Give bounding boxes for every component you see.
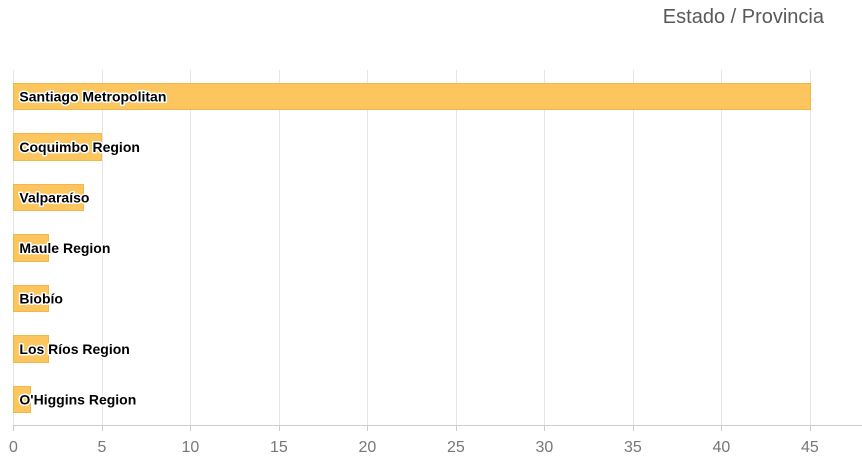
svg-text:Coquimbo Region: Coquimbo Region <box>19 139 140 155</box>
svg-text:Biobío: Biobío <box>19 290 63 306</box>
svg-text:Los Ríos Region: Los Ríos Region <box>19 341 129 357</box>
svg-text:Santiago Metropolitan: Santiago Metropolitan <box>19 88 166 104</box>
svg-text:Maule Region: Maule Region <box>19 240 110 256</box>
svg-text:Valparaíso: Valparaíso <box>19 189 89 205</box>
svg-text:O'Higgins Region: O'Higgins Region <box>19 391 136 407</box>
